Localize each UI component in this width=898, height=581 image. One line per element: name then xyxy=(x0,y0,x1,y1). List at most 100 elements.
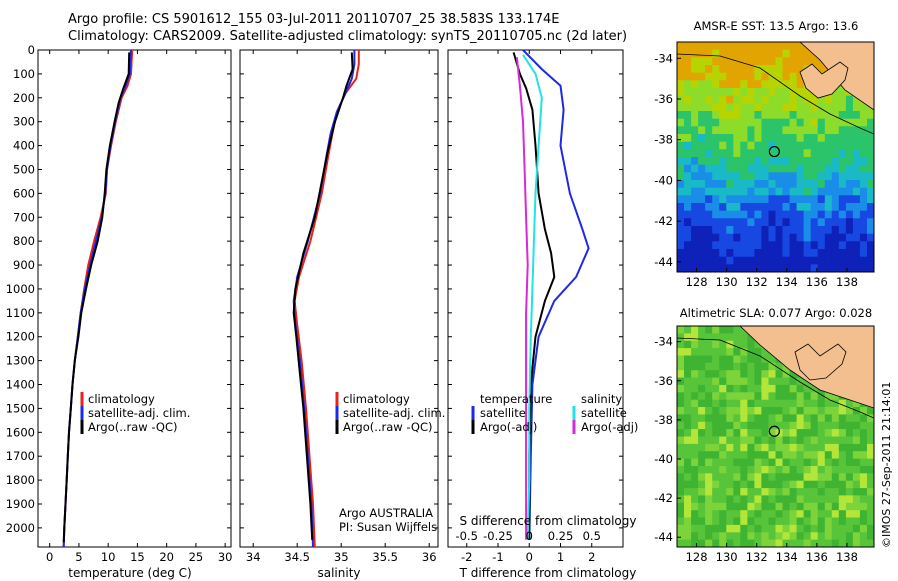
heatmap-cell xyxy=(831,488,840,496)
heatmap-cell xyxy=(817,249,826,258)
heatmap-cell xyxy=(782,502,790,511)
heatmap-cell xyxy=(761,126,769,135)
heatmap-cell xyxy=(754,392,762,401)
heatmap-cell xyxy=(867,172,874,181)
depth-tick-label: 700 xyxy=(13,210,35,224)
legend-salinity-argo: Argo(-adj) xyxy=(581,420,638,434)
heatmap-cell xyxy=(831,180,840,189)
heatmap-cell xyxy=(684,218,692,227)
heatmap-cell xyxy=(754,180,762,189)
heatmap-cell xyxy=(803,241,812,250)
heatmap-cell xyxy=(726,80,734,89)
heatmap-cell xyxy=(803,172,812,181)
heatmap-cell xyxy=(803,443,812,452)
heatmap-cell xyxy=(775,421,783,430)
heatmap-cell xyxy=(698,264,706,272)
heatmap-cell xyxy=(824,210,833,219)
heatmap-cell xyxy=(824,203,833,212)
heatmap-cell xyxy=(796,218,805,227)
heatmap-cell xyxy=(845,141,854,150)
heatmap-cell xyxy=(719,187,727,196)
heatmap-cell xyxy=(705,443,713,452)
temperature-axes-box xyxy=(37,49,232,548)
s-difference-tick-label: -0.5 xyxy=(456,529,478,543)
argo-pi-note: PI: Susan Wijffels xyxy=(339,520,437,534)
heatmap-cell xyxy=(845,249,854,258)
heatmap-cell xyxy=(782,524,790,533)
heatmap-cell xyxy=(803,414,812,423)
depth-tick-label: 2000 xyxy=(6,521,35,535)
heatmap-cell xyxy=(754,443,762,452)
heatmap-cell xyxy=(775,443,783,452)
heatmap-cell xyxy=(782,111,790,120)
heatmap-cell xyxy=(796,164,805,173)
heatmap-cell xyxy=(810,195,819,204)
heatmap-cell xyxy=(761,80,769,89)
series-line-argo-raw-qc- xyxy=(292,52,354,540)
heatmap-cell xyxy=(719,539,727,547)
depth-tick-label: 1000 xyxy=(6,282,35,296)
heatmap-cell xyxy=(677,264,685,272)
heatmap-cell xyxy=(712,157,720,166)
heatmap-cell xyxy=(768,421,776,430)
heatmap-cell xyxy=(824,218,833,227)
lat-tick-label: -44 xyxy=(654,530,673,544)
heatmap-cell xyxy=(803,495,812,504)
heatmap-cell xyxy=(747,532,755,541)
heatmap-cell xyxy=(761,203,769,212)
heatmap-cell xyxy=(768,377,776,386)
heatmap-cell xyxy=(782,233,790,242)
heatmap-cell xyxy=(789,187,798,196)
heatmap-cell xyxy=(691,384,699,393)
heatmap-cell xyxy=(733,524,741,533)
heatmap-cell xyxy=(824,126,833,135)
heatmap-cell xyxy=(796,226,805,235)
heatmap-cell xyxy=(726,429,734,437)
heatmap-cell xyxy=(852,233,861,242)
heatmap-cell xyxy=(789,241,798,250)
heatmap-cell xyxy=(684,473,692,482)
heatmap-cell xyxy=(698,340,706,349)
heatmap-cell xyxy=(831,164,840,173)
heatmap-cell xyxy=(691,49,699,58)
heatmap-cell xyxy=(719,362,727,371)
heatmap-cell xyxy=(768,49,776,58)
heatmap-cell xyxy=(824,399,833,408)
heatmap-cell xyxy=(782,218,790,227)
heatmap-cell xyxy=(761,436,769,445)
heatmap-cell xyxy=(845,480,854,489)
sla-coastline xyxy=(677,326,874,419)
heatmap-cell xyxy=(824,466,833,474)
heatmap-cell xyxy=(817,180,826,189)
heatmap-cell xyxy=(831,118,840,127)
heatmap-cell xyxy=(691,118,699,127)
heatmap-cell xyxy=(768,111,776,120)
heatmap-cell xyxy=(775,392,783,401)
heatmap-cell xyxy=(831,111,840,120)
heatmap-cell xyxy=(719,524,727,533)
lat-tick-label: -40 xyxy=(654,452,673,466)
heatmap-cell xyxy=(712,524,720,533)
heatmap-cell xyxy=(733,187,741,196)
legend-salinity-title: salinity xyxy=(581,392,622,406)
heatmap-cell xyxy=(705,488,713,496)
heatmap-cell xyxy=(691,149,699,158)
heatmap-cell xyxy=(810,414,819,423)
heatmap-cell xyxy=(712,539,720,547)
heatmap-cell xyxy=(838,429,847,437)
heatmap-cell xyxy=(789,65,798,74)
heatmap-cell xyxy=(831,443,840,452)
heatmap-cell xyxy=(705,241,713,250)
heatmap-cell xyxy=(817,226,826,235)
heatmap-cell xyxy=(698,65,706,74)
heatmap-cell xyxy=(754,134,762,143)
heatmap-cell xyxy=(867,157,874,166)
heatmap-cell xyxy=(726,466,734,474)
heatmap-cell xyxy=(824,249,833,258)
heatmap-cell xyxy=(684,510,692,519)
heatmap-cell xyxy=(824,149,833,158)
argo-location-marker xyxy=(768,425,780,437)
heatmap-cell xyxy=(859,149,868,158)
heatmap-cell xyxy=(677,488,685,496)
heatmap-cell xyxy=(698,348,706,356)
